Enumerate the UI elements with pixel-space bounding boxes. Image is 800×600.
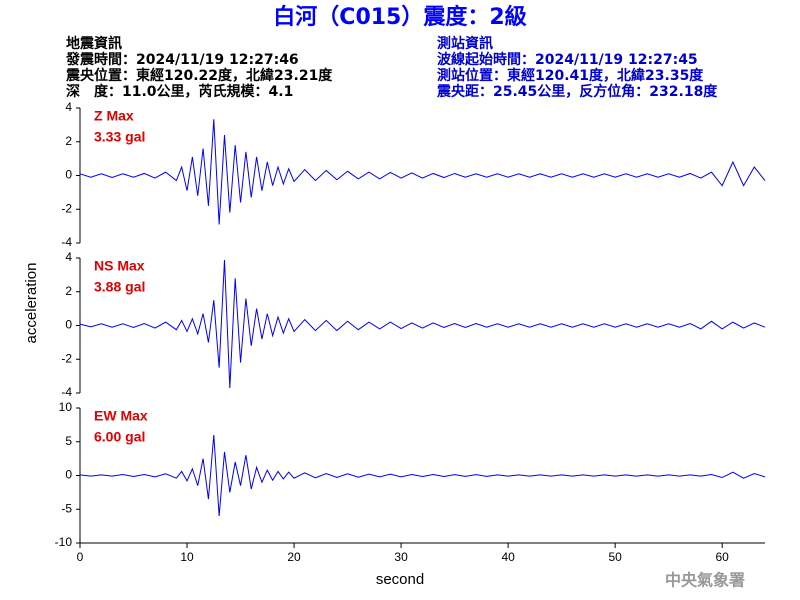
x-tick-label: 50 — [608, 550, 622, 564]
y-tick-label: 10 — [59, 400, 73, 414]
y-tick-label: 4 — [65, 250, 72, 264]
y-tick-label: -4 — [61, 385, 72, 399]
y-tick-label: 0 — [65, 168, 72, 182]
y-tick-label: 0 — [65, 318, 72, 332]
waveform — [79, 434, 766, 517]
info-line: 深 度：11.0公里，芮氏規模：4.1 — [66, 83, 293, 100]
y-tick-label: -2 — [61, 201, 72, 215]
y-tick-label: -10 — [55, 535, 73, 549]
waveform — [79, 259, 766, 388]
x-axis-label: second — [376, 571, 424, 588]
y-tick-label: 5 — [65, 434, 72, 448]
x-tick-label: 10 — [180, 550, 194, 564]
station-line: 震央距：25.45公里，反方位角：232.18度 — [436, 83, 718, 100]
info-line: 發震時間：2024/11/19 12:27:46 — [65, 51, 299, 68]
x-tick-label: 0 — [77, 550, 84, 564]
watermark: 中央氣象署 — [665, 571, 745, 590]
station-line: 測站位置：東經120.41度，北緯23.35度 — [437, 67, 704, 84]
x-tick-label: 60 — [716, 550, 730, 564]
y-tick-label: -4 — [61, 235, 72, 249]
max-annotation: 6.00 gal — [94, 429, 145, 445]
x-tick-label: 20 — [287, 550, 301, 564]
y-axis-label: acceleration — [23, 263, 40, 344]
x-tick-label: 40 — [501, 550, 515, 564]
y-tick-label: 2 — [65, 134, 72, 148]
max-annotation: 3.33 gal — [94, 129, 145, 145]
y-tick-label: 0 — [65, 468, 72, 482]
station-line: 波線起始時間：2024/11/19 12:27:45 — [437, 51, 698, 68]
y-tick-label: 4 — [65, 100, 72, 114]
max-annotation: Z Max — [94, 108, 134, 124]
info-line: 震央位置：東經120.22度，北緯23.21度 — [65, 67, 333, 84]
max-annotation: EW Max — [94, 408, 148, 424]
y-tick-label: -5 — [61, 501, 72, 515]
y-tick-label: -2 — [61, 351, 72, 365]
x-tick-label: 30 — [394, 550, 408, 564]
title: 白河（C015）震度：2級 — [273, 4, 526, 30]
y-tick-label: 2 — [65, 284, 72, 298]
station-line: 測站資訊 — [437, 35, 493, 52]
waveform — [79, 119, 766, 225]
max-annotation: 3.88 gal — [94, 279, 145, 295]
max-annotation: NS Max — [94, 258, 145, 274]
info-line: 地震資訊 — [66, 35, 122, 52]
